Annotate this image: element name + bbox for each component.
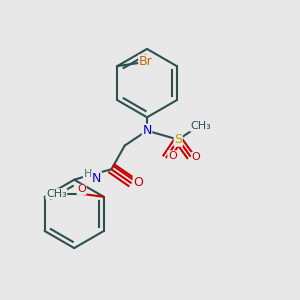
Text: Br: Br	[139, 55, 152, 68]
Text: O: O	[168, 151, 177, 161]
Text: O: O	[133, 176, 143, 189]
Text: CH₃: CH₃	[46, 189, 67, 199]
Text: CH₃: CH₃	[190, 121, 211, 131]
Text: O: O	[77, 184, 86, 194]
Text: N: N	[92, 172, 101, 185]
Text: H: H	[83, 169, 92, 179]
Text: N: N	[142, 124, 152, 137]
Text: S: S	[174, 133, 182, 146]
Text: O: O	[192, 152, 200, 162]
